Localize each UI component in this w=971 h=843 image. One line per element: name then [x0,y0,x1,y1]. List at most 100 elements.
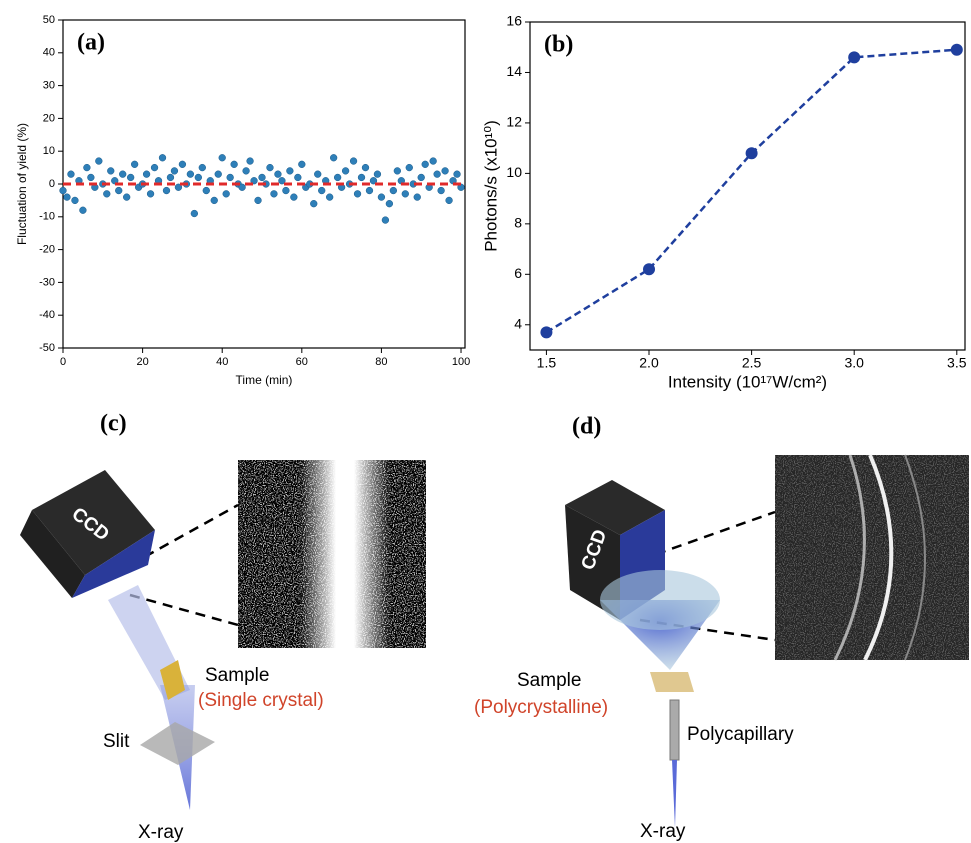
point [266,163,274,172]
y-tick-label: -40 [39,309,55,321]
point [178,160,187,168]
point [373,170,382,178]
point [63,193,71,201]
diagram-d: (d) CCD Sample (Polycrystalline) Polycap… [474,414,969,842]
point [298,160,306,168]
point [318,186,326,195]
point [445,196,453,205]
point [349,157,358,165]
point [218,154,226,162]
polycapillary [669,699,680,761]
point [71,196,79,205]
x-axis-label: Intensity (10¹⁷W/cm²) [668,372,827,391]
x-tick-label: 20 [136,356,148,368]
point [103,190,111,198]
slit-plate [140,722,215,765]
ring [863,454,894,661]
point [848,51,861,64]
x-tick-label: 2.0 [639,355,659,371]
y-tick-label: 8 [514,215,522,231]
point [242,167,250,175]
plot-frame [529,21,966,351]
point [170,167,179,175]
point [290,193,298,201]
ccd-face [72,530,155,598]
point [115,186,123,195]
source-label: X-ray [138,822,184,843]
point [250,177,258,185]
panel-label: (a) [77,30,105,56]
point [226,173,234,182]
y-tick-label: 12 [506,114,522,130]
point [333,173,342,182]
y-tick-label: 40 [43,47,55,59]
point [540,326,553,339]
x-tick-label: 3.0 [844,355,864,371]
point [258,173,266,182]
point [417,173,425,182]
point [326,193,334,201]
diagram-c: (c) CCD Sample (Single crystal) Slit X-r… [20,411,426,843]
y-tick-label: 14 [506,63,522,79]
y-tick-label: 6 [514,265,522,281]
point [361,163,370,172]
point [186,170,195,178]
point [278,177,286,185]
y-tick-label: 4 [514,315,522,331]
point [433,170,441,178]
x-tick-label: 0 [60,356,66,368]
x-axis-label: Time (min) [236,373,293,387]
point [127,173,135,182]
cone-rim [600,570,720,630]
point [453,170,461,178]
point [314,170,322,178]
point [202,186,210,195]
point [222,190,230,198]
point [246,157,254,165]
sample-type: (Single crystal) [198,690,324,711]
point [95,157,103,165]
point [107,167,115,175]
optic-label: Polycapillary [687,724,794,745]
point [441,167,449,175]
point [365,186,374,195]
x-tick-label: 80 [375,356,387,368]
point [413,193,421,201]
point [357,173,366,182]
ring [833,454,866,661]
point [282,186,290,195]
point [111,177,119,185]
panel-label: (d) [572,414,601,440]
point [130,160,139,168]
y-tick-label: -10 [39,211,55,223]
point [238,183,246,191]
incident-beam [672,760,677,828]
y-tick-label: -20 [39,244,55,256]
y-tick-label: 10 [43,145,55,157]
point [67,170,75,178]
point [385,200,394,208]
point [158,154,167,162]
point [87,173,95,182]
sample-plate [650,672,694,692]
y-tick-label: -50 [39,342,55,354]
point [286,167,294,175]
point [59,186,67,195]
y-tick-label: 10 [506,164,522,180]
y-tick-label: 16 [506,13,522,29]
point [174,183,183,191]
sample-type: (Polycrystalline) [474,697,608,718]
point [214,170,222,178]
x-tick-label: 60 [296,356,308,368]
point [401,190,409,198]
point [79,206,87,214]
point [210,196,218,205]
point [330,154,338,162]
x-tick-label: 2.5 [742,355,762,371]
point [437,186,445,195]
panel-label: (b) [544,32,573,58]
zoom-line [129,593,239,627]
point [294,173,302,182]
point [457,183,465,191]
point [353,190,362,198]
